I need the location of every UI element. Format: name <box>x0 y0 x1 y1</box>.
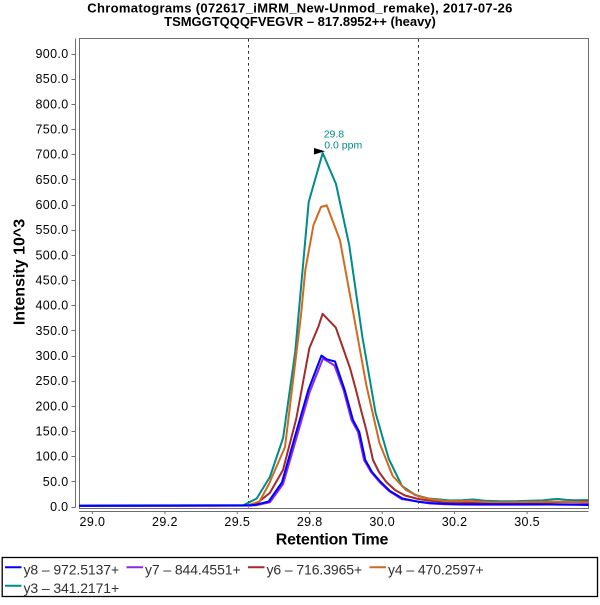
svg-text:200.0: 200.0 <box>35 399 68 413</box>
svg-text:550.0: 550.0 <box>35 223 68 237</box>
svg-text:0.0: 0.0 <box>50 500 68 514</box>
svg-text:29.8: 29.8 <box>297 515 323 529</box>
svg-text:TSMGGTQQQFVEGVR – 817.8952++ (: TSMGGTQQQFVEGVR – 817.8952++ (heavy) <box>164 14 436 29</box>
svg-text:350.0: 350.0 <box>35 324 68 338</box>
svg-text:29.0: 29.0 <box>80 515 106 529</box>
svg-text:y7 – 844.4551+: y7 – 844.4551+ <box>145 561 241 577</box>
svg-text:29.8: 29.8 <box>324 128 345 140</box>
svg-text:30.2: 30.2 <box>442 515 468 529</box>
svg-text:Retention Time: Retention Time <box>276 532 389 549</box>
svg-text:y4 – 470.2597+: y4 – 470.2597+ <box>388 561 484 577</box>
svg-text:0.0 ppm: 0.0 ppm <box>324 139 362 151</box>
svg-text:450.0: 450.0 <box>35 274 68 288</box>
svg-text:250.0: 250.0 <box>35 374 68 388</box>
svg-text:800.0: 800.0 <box>35 97 68 111</box>
svg-text:150.0: 150.0 <box>35 425 68 439</box>
svg-text:300.0: 300.0 <box>35 349 68 363</box>
svg-text:700.0: 700.0 <box>35 148 68 162</box>
svg-text:29.5: 29.5 <box>224 515 250 529</box>
svg-text:29.2: 29.2 <box>152 515 178 529</box>
svg-text:100.0: 100.0 <box>35 450 68 464</box>
svg-text:y8 – 972.5137+: y8 – 972.5137+ <box>24 561 120 577</box>
svg-text:600.0: 600.0 <box>35 198 68 212</box>
svg-text:400.0: 400.0 <box>35 299 68 313</box>
svg-text:30.0: 30.0 <box>369 515 395 529</box>
svg-text:750.0: 750.0 <box>35 123 68 137</box>
svg-text:650.0: 650.0 <box>35 173 68 187</box>
svg-text:30.5: 30.5 <box>514 515 540 529</box>
svg-text:y6 – 716.3965+: y6 – 716.3965+ <box>267 561 363 577</box>
svg-text:Chromatograms (072617_iMRM_New: Chromatograms (072617_iMRM_New-Unmod_rem… <box>87 0 512 15</box>
svg-text:y3 – 341.2171+: y3 – 341.2171+ <box>24 580 120 596</box>
svg-text:850.0: 850.0 <box>35 72 68 86</box>
svg-text:900.0: 900.0 <box>35 47 68 61</box>
svg-text:50.0: 50.0 <box>43 475 69 489</box>
svg-text:500.0: 500.0 <box>35 248 68 262</box>
svg-text:Intensity 10^3: Intensity 10^3 <box>12 219 29 325</box>
